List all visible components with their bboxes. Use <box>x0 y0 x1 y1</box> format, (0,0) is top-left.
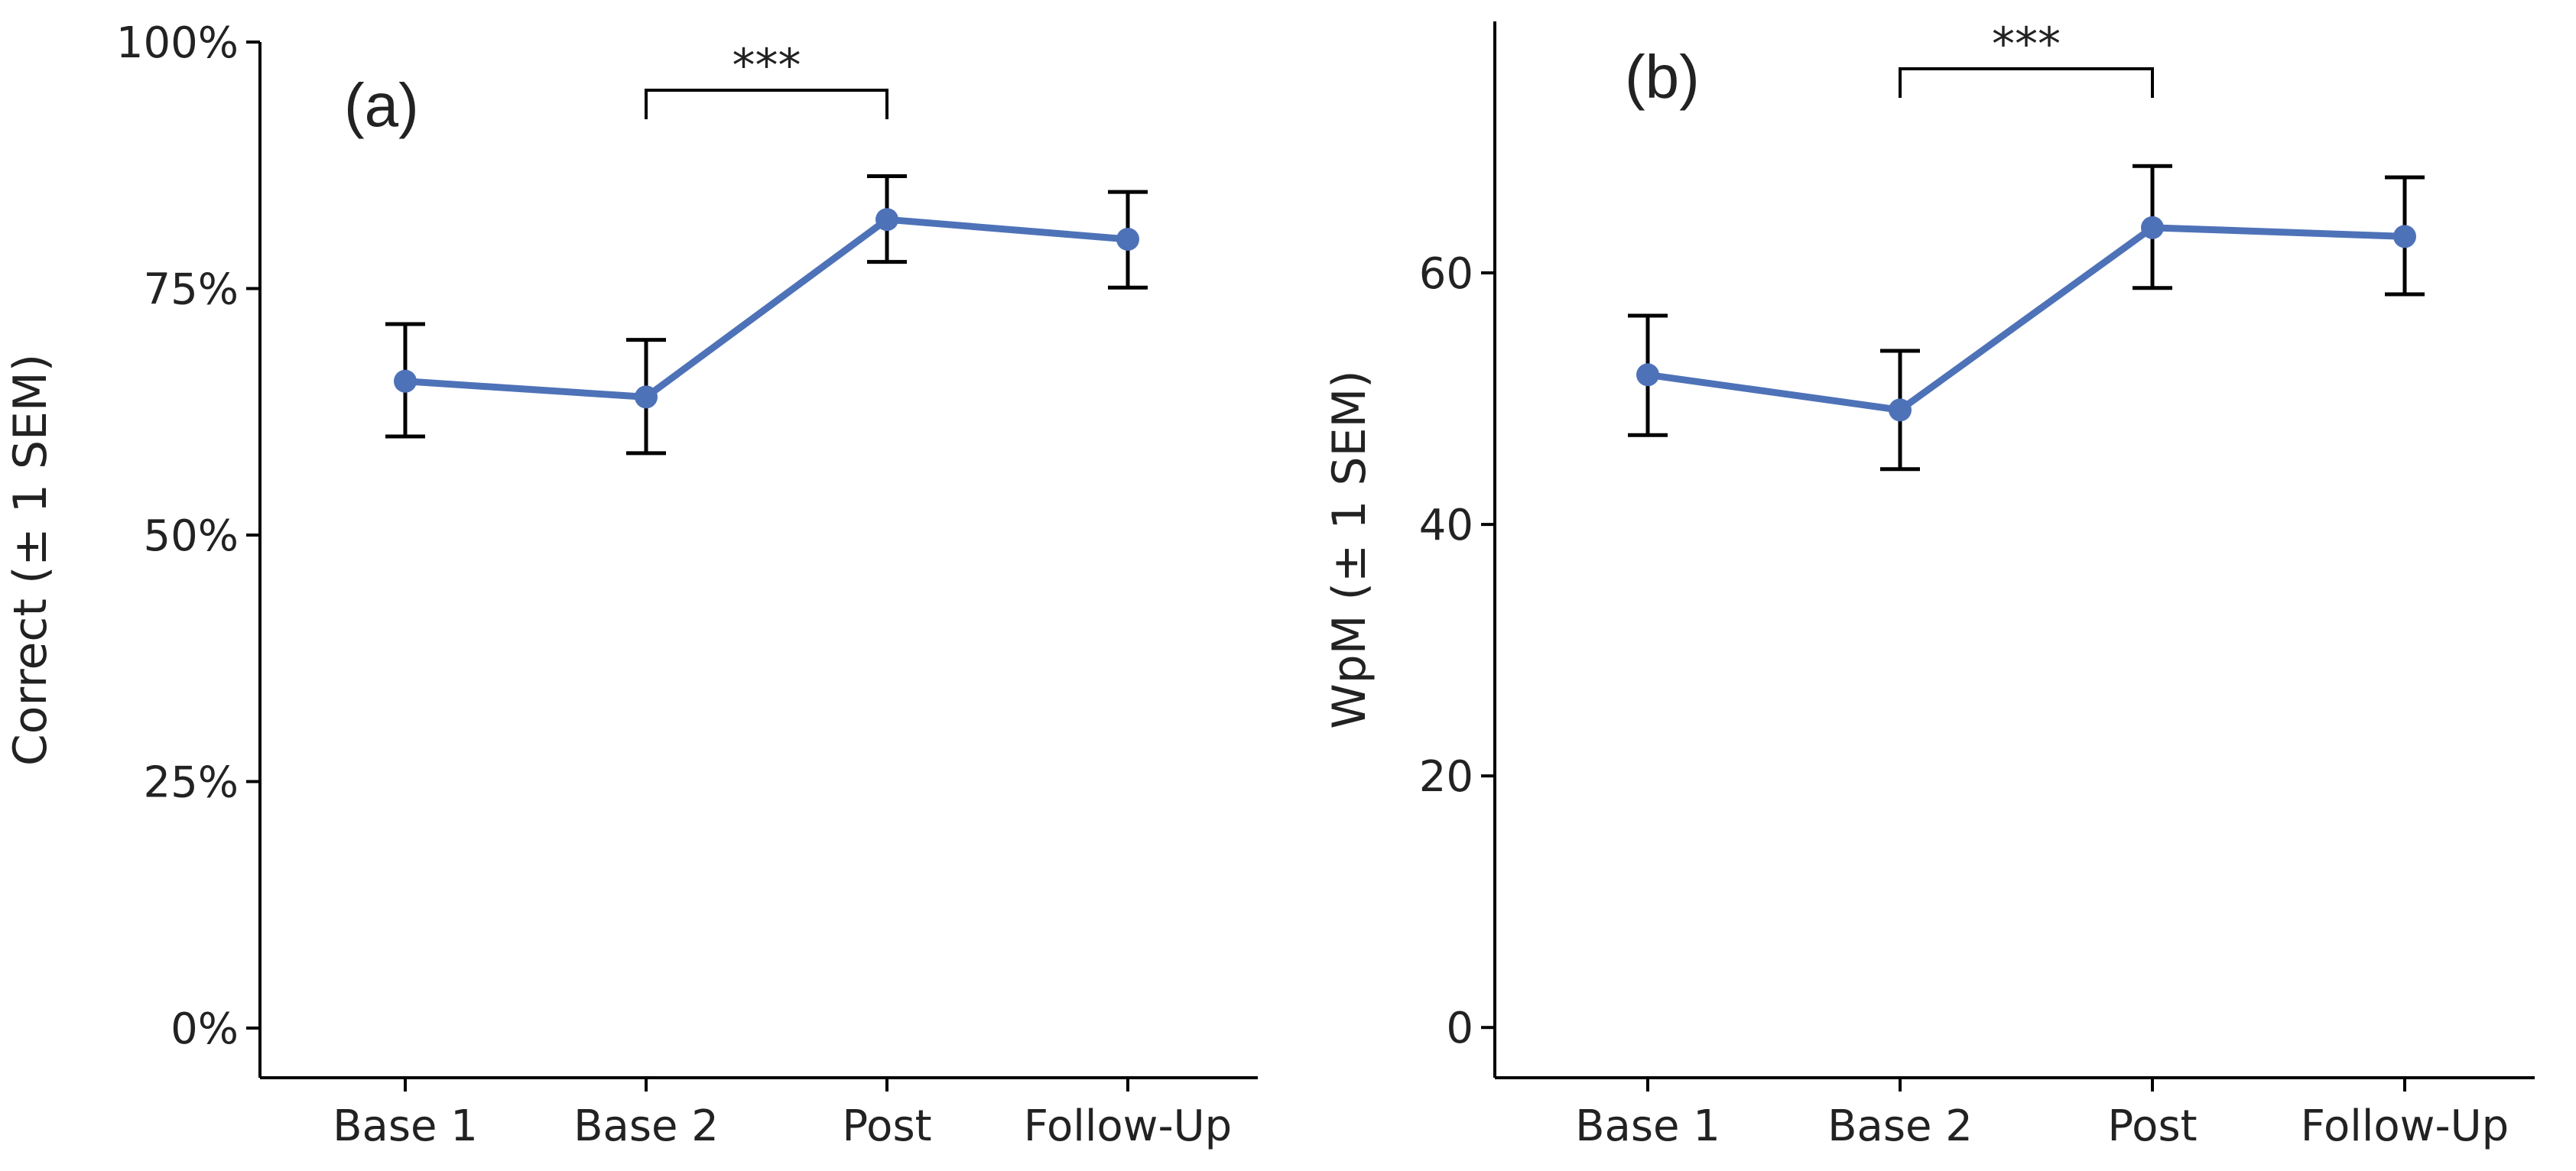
y-tick-label: 50% <box>144 511 239 561</box>
panel-a: 0% 25% 50% 75% 100% Base 1 Base 2 Post Follow-Up… <box>4 18 1258 1151</box>
data-point <box>2141 216 2164 239</box>
data-point <box>1889 398 1912 422</box>
y-tick-label: 0 <box>1446 1004 1473 1053</box>
data-point <box>875 208 898 232</box>
y-tick-label: 20 <box>1419 752 1473 802</box>
y-tick-label: 75% <box>144 265 239 315</box>
x-tick-label: Follow-Up <box>1024 1101 1232 1151</box>
data-point <box>2393 225 2416 248</box>
panel-b: 0 20 40 60 Base 1 Base 2 Post Follow-Up WpM (± 1… <box>1323 18 2535 1151</box>
significance-bracket <box>1899 67 2154 98</box>
data-point <box>394 369 417 393</box>
y-tick-label: 0% <box>171 1004 239 1054</box>
panel-label: (a) <box>344 71 419 139</box>
x-tick-label: Post <box>2107 1101 2197 1151</box>
x-tick-label: Base 1 <box>1575 1101 1720 1151</box>
y-axis-title: WpM (± 1 SEM) <box>1323 370 1376 728</box>
y-axis-title: Correct (± 1 SEM) <box>4 354 57 766</box>
panel-label: (b) <box>1625 43 1700 111</box>
significance-label: *** <box>733 39 801 92</box>
significance-label: *** <box>1992 18 2061 71</box>
x-tick-label: Base 1 <box>333 1101 478 1151</box>
y-tick-label: 25% <box>144 758 239 808</box>
data-point <box>635 385 658 409</box>
x-tick-label: Base 2 <box>573 1101 719 1151</box>
data-point <box>1116 228 1139 251</box>
x-tick-label: Post <box>842 1101 931 1151</box>
y-tick-label: 60 <box>1419 249 1473 299</box>
significance-bracket <box>645 89 888 119</box>
y-tick-label: 40 <box>1419 501 1473 550</box>
series-line <box>1647 224 2405 414</box>
series-line <box>404 216 1129 401</box>
y-tick-label: 100% <box>116 18 239 68</box>
x-tick-label: Base 2 <box>1827 1101 1973 1151</box>
x-tick-label: Follow-Up <box>2301 1101 2509 1151</box>
data-point <box>1636 363 1659 387</box>
